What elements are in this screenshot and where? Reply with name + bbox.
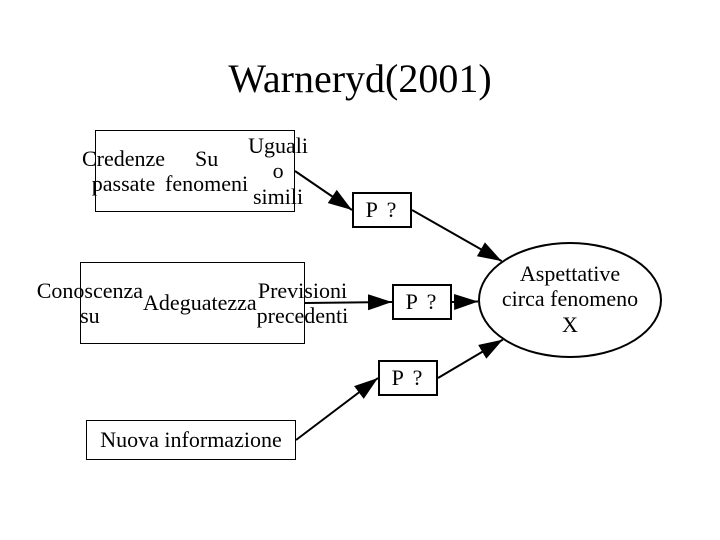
box-conoscenza-adeguatezza: Conoscenza suAdeguatezzaPrevisioni prece… [80, 262, 305, 344]
diagram-canvas: Warneryd(2001) Credenze passateSu fenome… [0, 0, 720, 540]
box-credenze-passate: Credenze passateSu fenomeniUguali o simi… [95, 130, 295, 212]
box-nuova-informazione: Nuova informazione [86, 420, 296, 460]
pnode-1: P ? [352, 192, 412, 228]
pnode-3: P ? [378, 360, 438, 396]
ellipse-label: Aspettativecirca fenomenoX [478, 261, 662, 337]
diagram-title: Warneryd(2001) [0, 55, 720, 102]
ellipse-aspettative: Aspettativecirca fenomenoX [478, 242, 662, 358]
pnode-2: P ? [392, 284, 452, 320]
